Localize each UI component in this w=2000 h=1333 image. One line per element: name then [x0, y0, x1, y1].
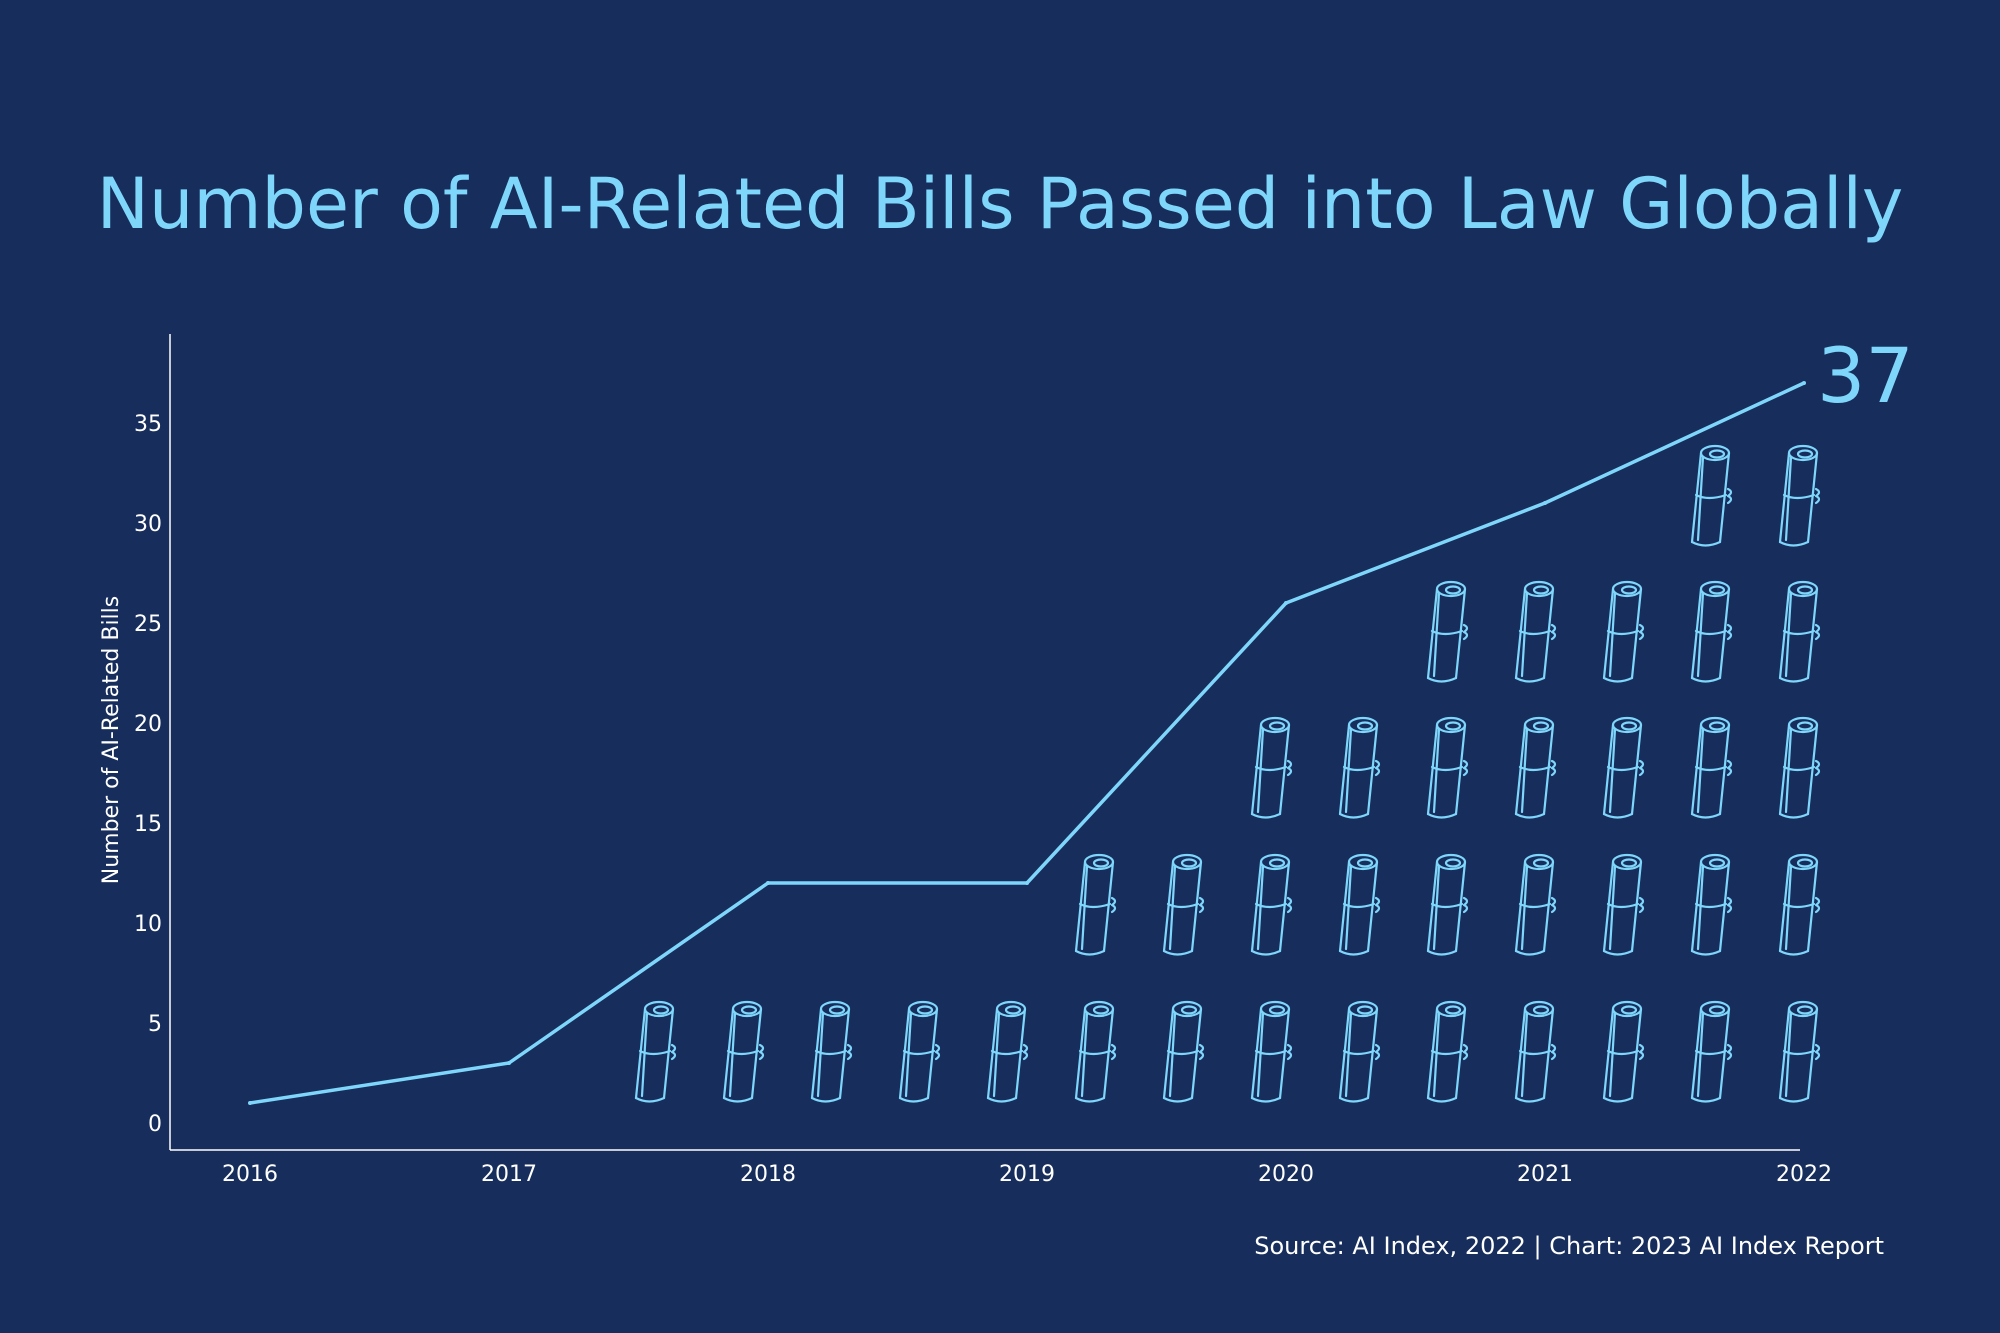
- y-tick-label: 10: [134, 912, 162, 937]
- source-note: Source: AI Index, 2022 | Chart: 2023 AI …: [1254, 1232, 1884, 1260]
- x-tick-label: 2022: [1776, 1162, 1832, 1187]
- scroll-icon: [1338, 853, 1381, 956]
- scroll-icon: [1162, 853, 1205, 956]
- scroll-icon: [1514, 1000, 1557, 1103]
- y-tick-label: 35: [134, 412, 162, 437]
- scroll-icon: [1514, 580, 1557, 683]
- scroll-icon: [1690, 1000, 1733, 1103]
- scroll-icon: [1074, 853, 1117, 956]
- scroll-icon: [1426, 853, 1469, 956]
- scroll-icon: [1602, 1000, 1645, 1103]
- scroll-icon: [1514, 853, 1557, 956]
- scroll-icon: [1690, 716, 1733, 819]
- data-point: [1284, 601, 1288, 605]
- scroll-icon: [1778, 716, 1821, 819]
- data-point: [248, 1101, 252, 1105]
- scroll-icon: [810, 1000, 853, 1103]
- scroll-icon: [1514, 716, 1557, 819]
- data-point: [507, 1061, 511, 1065]
- y-tick-label: 30: [134, 512, 162, 537]
- scroll-icon: [1602, 580, 1645, 683]
- end-value-label: 37: [1817, 331, 1914, 420]
- scroll-icon: [1778, 853, 1821, 956]
- data-point: [766, 881, 770, 885]
- scroll-icon: [1690, 853, 1733, 956]
- data-point: [1802, 381, 1806, 385]
- y-tick-label: 15: [134, 812, 162, 837]
- chart-title: Number of AI-Related Bills Passed into L…: [96, 163, 1904, 245]
- scroll-icon: [1162, 1000, 1205, 1103]
- scroll-icon: [1602, 716, 1645, 819]
- scroll-icon: [1690, 580, 1733, 683]
- scroll-icon: [1338, 1000, 1381, 1103]
- x-tick-label: 2016: [222, 1162, 278, 1187]
- scroll-icon: [986, 1000, 1029, 1103]
- scroll-icon: [1778, 1000, 1821, 1103]
- x-tick-label: 2020: [1258, 1162, 1314, 1187]
- series-line: [249, 381, 1805, 1105]
- scroll-icon: [634, 1000, 677, 1103]
- scroll-icon: [1426, 716, 1469, 819]
- scroll-icon: [1778, 580, 1821, 683]
- scroll-icon: [898, 1000, 941, 1103]
- y-tick-label: 5: [148, 1012, 162, 1037]
- scroll-icon: [1426, 580, 1469, 683]
- y-tick-label: 20: [134, 712, 162, 737]
- x-tick-label: 2021: [1517, 1162, 1573, 1187]
- scroll-icon: [1250, 1000, 1293, 1103]
- scroll-icon: [1250, 716, 1293, 819]
- y-axis-title: Number of AI-Related Bills: [99, 596, 124, 884]
- scroll-icon: [1778, 444, 1821, 547]
- y-tick-label: 0: [148, 1112, 162, 1137]
- scroll-icon: [1690, 444, 1733, 547]
- scroll-icon: [1602, 853, 1645, 956]
- x-tick-label: 2019: [999, 1162, 1055, 1187]
- data-point: [1543, 501, 1547, 505]
- x-tick-label: 2018: [740, 1162, 796, 1187]
- scroll-icon: [1250, 853, 1293, 956]
- x-tick-label: 2017: [481, 1162, 537, 1187]
- y-tick-label: 25: [134, 612, 162, 637]
- data-point: [1025, 881, 1029, 885]
- scroll-icon: [1426, 1000, 1469, 1103]
- scroll-icon: [1338, 716, 1381, 819]
- scroll-icon: [1074, 1000, 1117, 1103]
- scroll-icon: [722, 1000, 765, 1103]
